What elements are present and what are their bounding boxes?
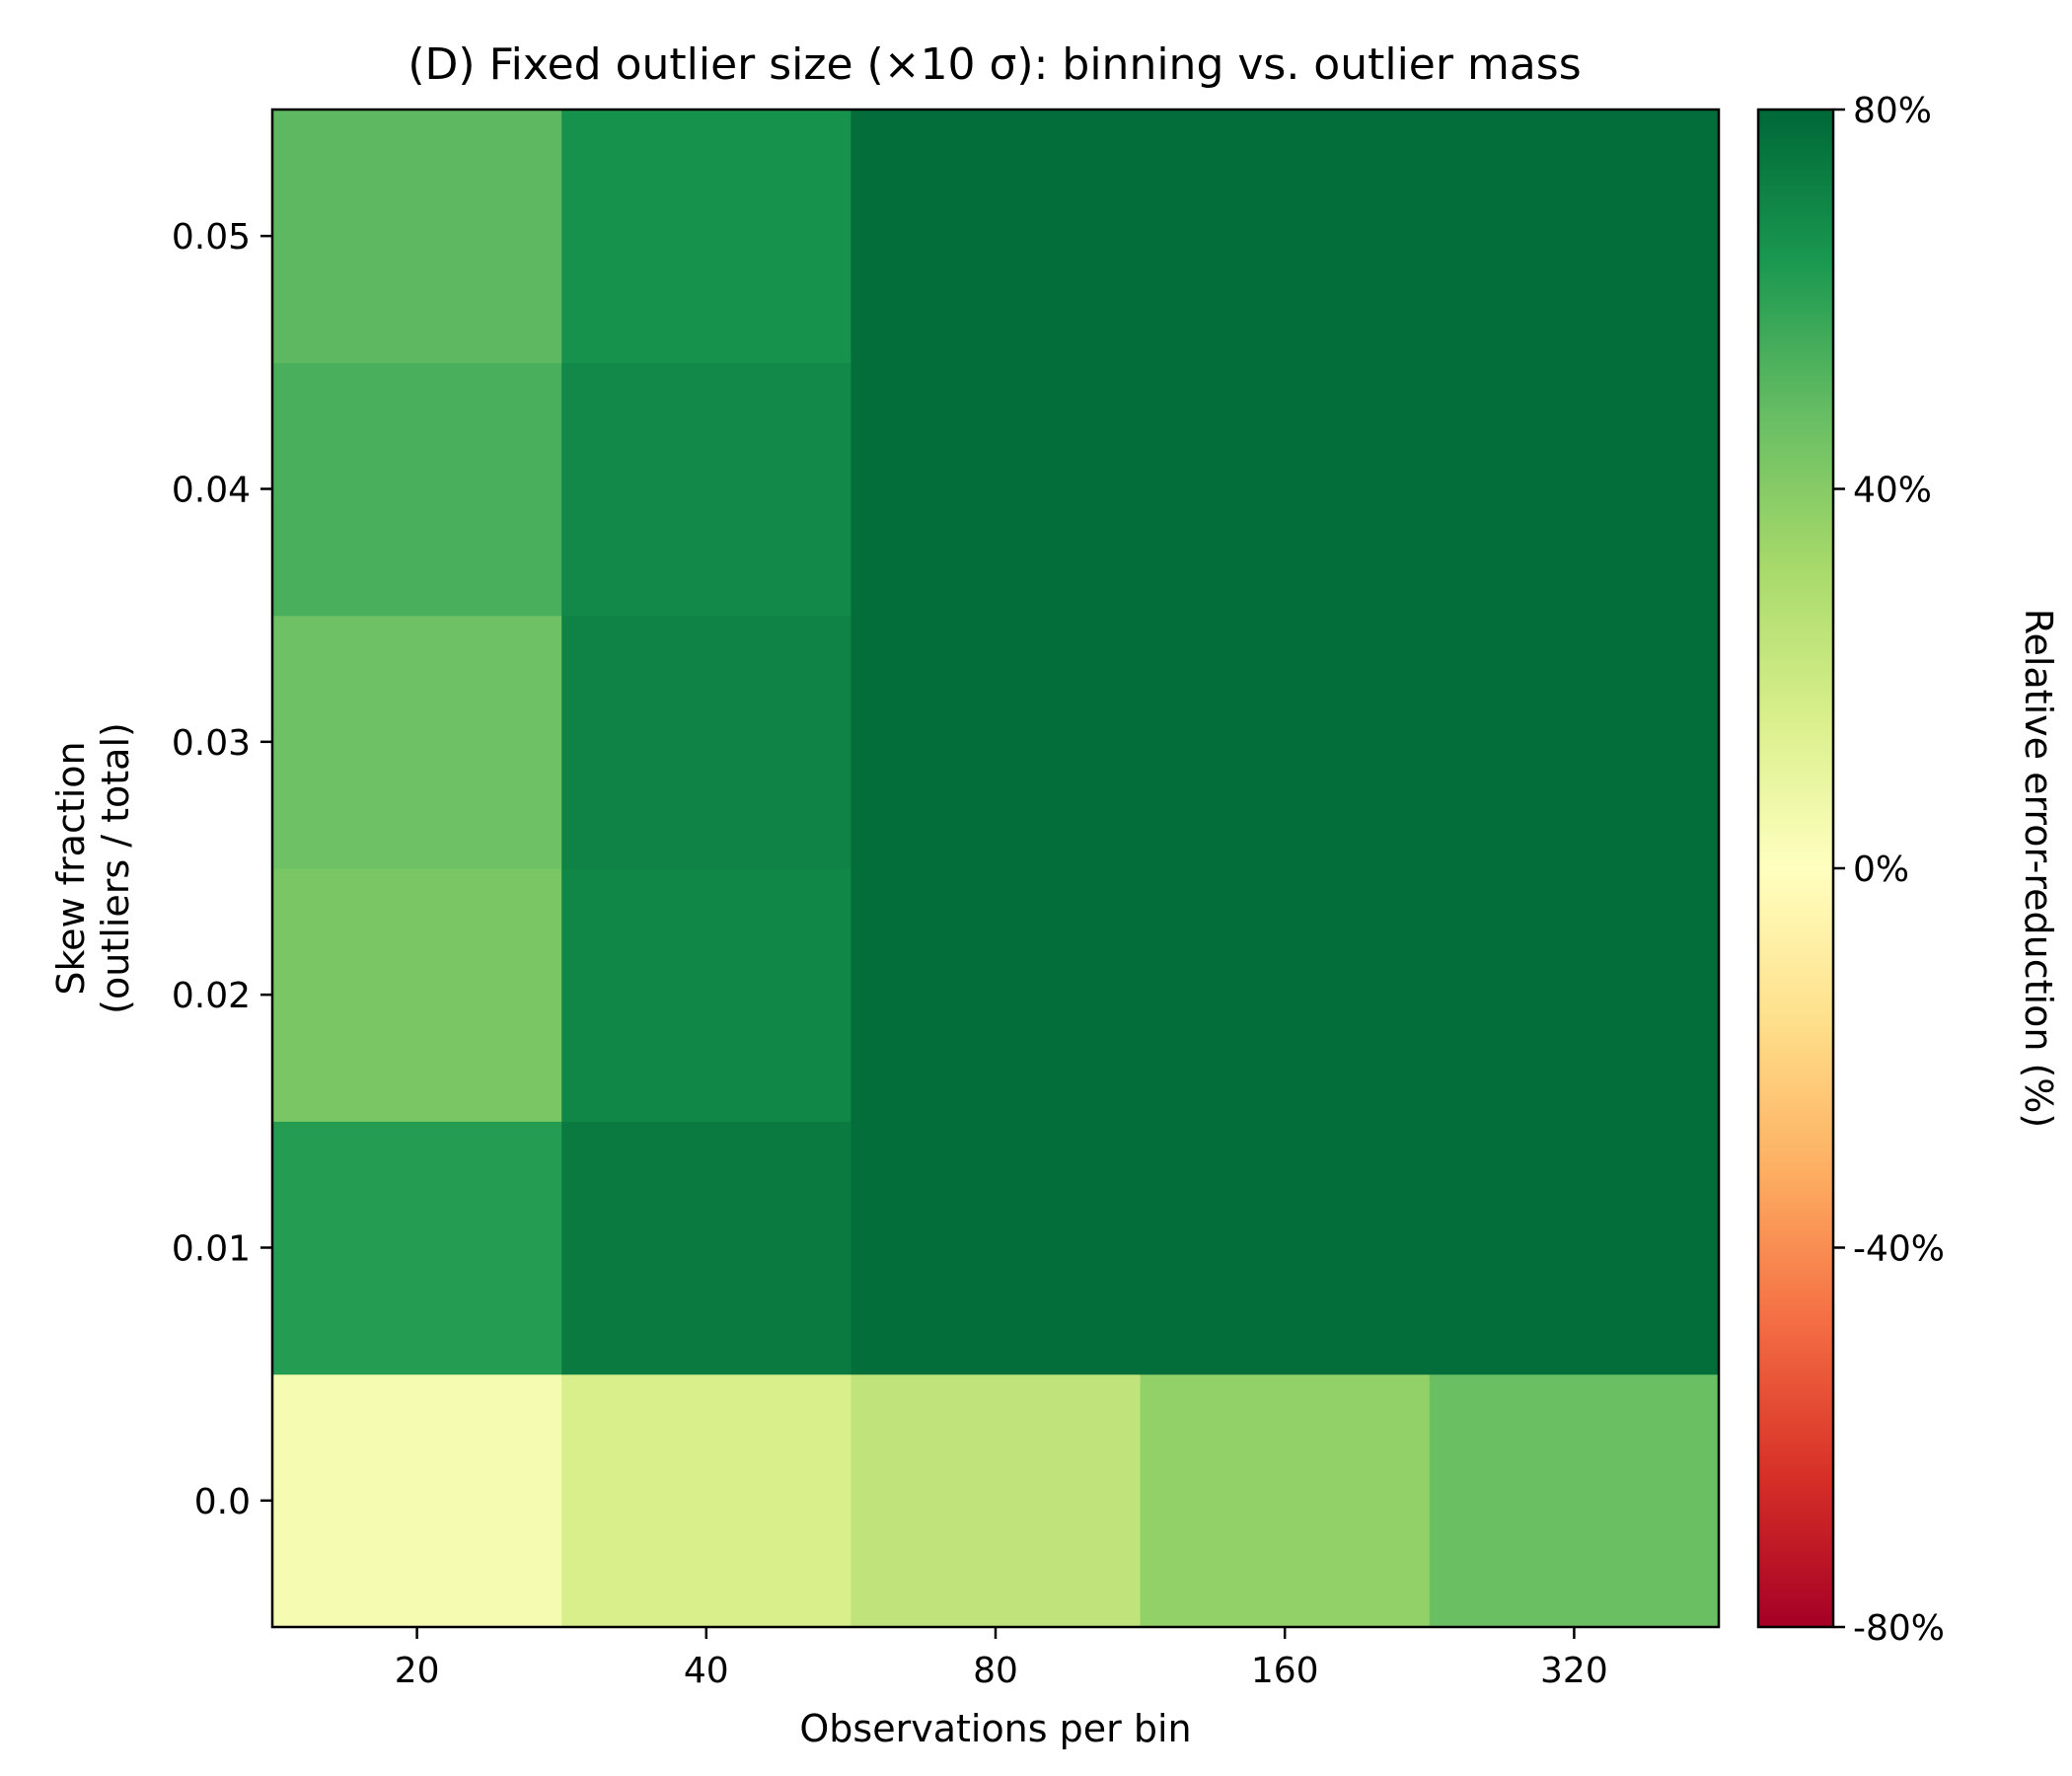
heatmap-cell: [272, 868, 562, 1122]
y-tick-label: 0.05: [172, 217, 251, 258]
chart-title: (D) Fixed outlier size (×10 σ): binning …: [407, 39, 1581, 90]
heatmap-cell: [1429, 1121, 1720, 1375]
heatmap-cell: [272, 110, 562, 363]
heatmap-cell: [1429, 362, 1720, 617]
y-tick-label: 0.01: [172, 1229, 251, 1270]
heatmap-cell: [561, 362, 851, 617]
heatmap-cell: [561, 868, 851, 1122]
colorbar-ticks: 80% 40% 0% -40% -80%: [1833, 91, 1945, 1649]
heatmap-cell: [1140, 868, 1431, 1122]
colorbar-tick-label: 40%: [1853, 471, 1932, 511]
heatmap-cell: [561, 1373, 851, 1628]
x-axis-ticks: 20 40 80 160 320: [395, 1627, 1608, 1691]
colorbar-tick-label: -40%: [1853, 1229, 1945, 1270]
y-tick-label: 0.04: [172, 471, 251, 511]
x-tick-label: 40: [684, 1651, 729, 1691]
heatmap-cell: [1429, 615, 1720, 869]
y-axis-label-line2: (outliers / total): [94, 722, 137, 1014]
heatmap-cell: [272, 615, 562, 869]
heatmap-cells: [272, 110, 1720, 1628]
colorbar-tick-label: -80%: [1853, 1608, 1945, 1649]
x-axis-label: Observations per bin: [799, 1707, 1191, 1750]
heatmap-cell: [1429, 1373, 1720, 1628]
colorbar-tick-label: 0%: [1853, 850, 1909, 890]
x-tick-label: 20: [395, 1651, 440, 1691]
y-axis-label-line1: Skew fraction: [49, 741, 93, 995]
x-tick-label: 320: [1540, 1651, 1608, 1691]
y-tick-label: 0.03: [172, 723, 251, 764]
heatmap-cell: [851, 615, 1142, 869]
y-axis-ticks: 0.0 0.01 0.02 0.03 0.04 0.05: [172, 217, 272, 1522]
heatmap-cell: [1140, 615, 1431, 869]
heatmap-cell: [851, 868, 1142, 1122]
heatmap-cell: [272, 362, 562, 617]
colorbar-label: Relative error-reduction (%): [2017, 609, 2060, 1129]
heatmap-cell: [561, 110, 851, 363]
heatmap-cell: [272, 1121, 562, 1375]
heatmap-cell: [272, 1373, 562, 1628]
heatmap-cell: [561, 1121, 851, 1375]
colorbar-tick-label: 80%: [1853, 91, 1932, 131]
heatmap-cell: [561, 615, 851, 869]
heatmap-cell: [851, 1121, 1142, 1375]
heatmap-cell: [1140, 1373, 1431, 1628]
heatmap-cell: [851, 110, 1142, 363]
y-tick-label: 0.02: [172, 976, 251, 1016]
heatmap-cell: [1140, 110, 1431, 363]
heatmap-cell: [1429, 868, 1720, 1122]
heatmap-cell: [851, 1373, 1142, 1628]
heatmap-cell: [1140, 1121, 1431, 1375]
colorbar: [1756, 108, 1835, 1629]
heatmap-cell: [1429, 110, 1720, 363]
heatmap-cell: [851, 362, 1142, 617]
heatmap-cell: [1140, 362, 1431, 617]
x-tick-label: 80: [973, 1651, 1018, 1691]
x-tick-label: 160: [1251, 1651, 1319, 1691]
y-tick-label: 0.0: [194, 1482, 251, 1522]
